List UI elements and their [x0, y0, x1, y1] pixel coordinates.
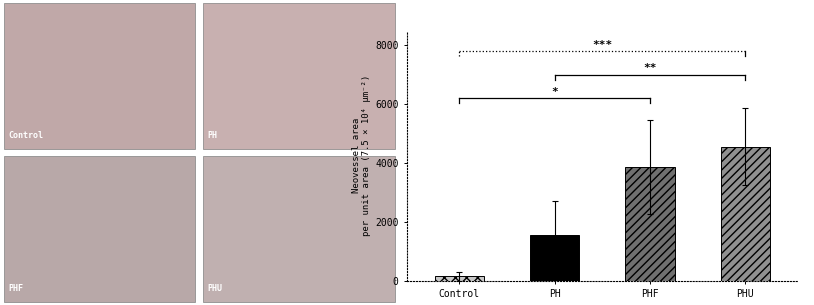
- Text: PH: PH: [208, 131, 217, 140]
- FancyBboxPatch shape: [204, 3, 395, 149]
- Text: ***: ***: [593, 40, 612, 50]
- Bar: [625, 167, 675, 281]
- Text: PHF: PHF: [8, 284, 23, 293]
- Bar: [435, 276, 484, 281]
- Text: **: **: [643, 63, 657, 73]
- Bar: [530, 235, 580, 281]
- Y-axis label: Neovessel area
per unit area (7.5 × 10⁴ μm⁻²): Neovessel area per unit area (7.5 × 10⁴ …: [352, 75, 371, 236]
- FancyBboxPatch shape: [4, 156, 195, 302]
- FancyBboxPatch shape: [204, 156, 395, 302]
- Bar: [720, 147, 770, 281]
- Text: PHU: PHU: [208, 284, 222, 293]
- Text: *: *: [551, 87, 558, 97]
- Text: Control: Control: [8, 131, 43, 140]
- FancyBboxPatch shape: [4, 3, 195, 149]
